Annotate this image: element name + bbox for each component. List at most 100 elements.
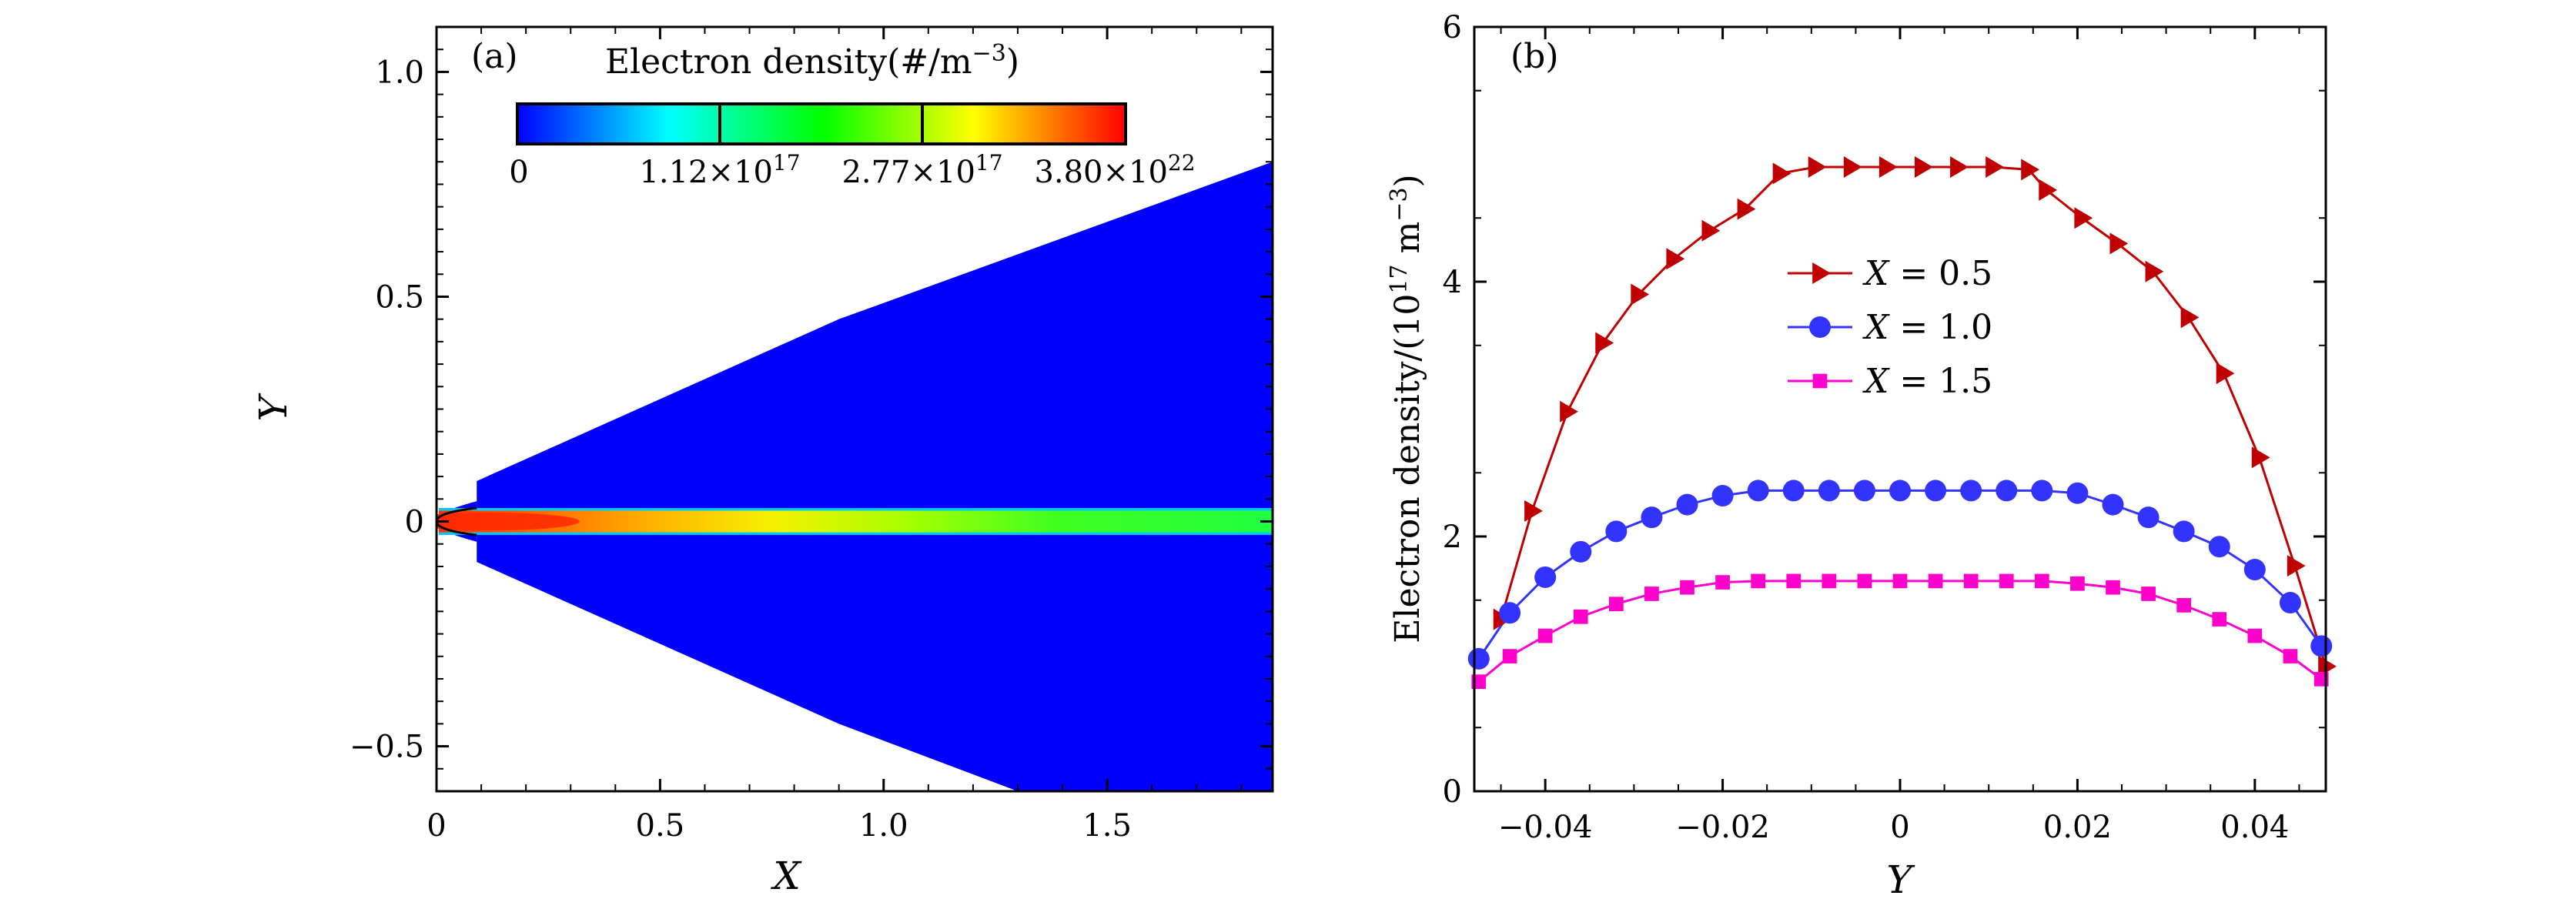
data-point bbox=[2039, 179, 2058, 201]
data-point bbox=[1680, 580, 1694, 595]
data-point bbox=[1715, 575, 1730, 590]
data-point bbox=[1843, 156, 1862, 179]
y-tick-label-a: 0.5 bbox=[375, 279, 424, 315]
data-point bbox=[1641, 506, 1663, 529]
legend-marker bbox=[1812, 262, 1831, 284]
data-point bbox=[2141, 587, 2156, 601]
data-point bbox=[1631, 283, 1650, 306]
data-point bbox=[1853, 480, 1875, 502]
legend-marker bbox=[1809, 316, 1831, 338]
x-tick-label-b: 0.02 bbox=[2043, 810, 2112, 845]
data-point bbox=[1560, 400, 1578, 423]
panel-label-a: (a) bbox=[471, 37, 518, 76]
data-point bbox=[2247, 628, 2263, 643]
axis-ticks-b: −0.04 −0.02 0 0.02 0.04 0 2 4 6 bbox=[1443, 10, 2326, 845]
data-point bbox=[2145, 260, 2164, 282]
data-point bbox=[2216, 363, 2235, 385]
x-tick-label-b: 0.04 bbox=[2220, 810, 2289, 845]
y-axis-label-b: Electron density/(1017 m−3) bbox=[1386, 174, 1427, 643]
y-tick-label-b: 0 bbox=[1443, 774, 1462, 810]
x-axis-label-b: Y bbox=[1886, 857, 1915, 902]
data-point bbox=[1502, 649, 1517, 663]
data-point bbox=[1747, 480, 1769, 502]
y-tick-label-a: 1.0 bbox=[375, 55, 424, 90]
data-point bbox=[2310, 635, 2333, 657]
colorbar-tick-label: 0 bbox=[509, 155, 528, 190]
data-point bbox=[2109, 232, 2129, 255]
panel-label-b: (b) bbox=[1510, 37, 1559, 76]
data-point bbox=[1666, 248, 1685, 270]
x-tick-label-b: −0.04 bbox=[1498, 810, 1593, 845]
data-point bbox=[1499, 602, 1521, 624]
data-point bbox=[1644, 587, 1659, 601]
y-axis-label-a: Y bbox=[251, 393, 296, 422]
data-point bbox=[1737, 198, 1756, 220]
data-point bbox=[1878, 156, 1898, 179]
data-point bbox=[2208, 536, 2230, 558]
colorbar-gradient bbox=[516, 102, 1127, 145]
data-point bbox=[1608, 597, 1624, 612]
data-point bbox=[2074, 207, 2093, 229]
data-point bbox=[2106, 580, 2120, 595]
data-point bbox=[1701, 219, 1721, 242]
data-point bbox=[2287, 555, 2306, 577]
panel-b: −0.04 −0.02 0 0.02 0.04 0 2 4 6 (b) Y Electron d… bbox=[1386, 10, 2337, 902]
data-point bbox=[1915, 156, 1933, 179]
data-point bbox=[1595, 332, 1614, 354]
colorbar-tick-label: 3.80×1022 bbox=[1034, 150, 1195, 190]
data-point bbox=[2137, 506, 2159, 529]
data-point bbox=[2066, 482, 2089, 504]
data-point bbox=[1467, 647, 1490, 670]
data-point bbox=[1928, 573, 1943, 589]
data-point bbox=[1534, 566, 1557, 588]
data-point bbox=[1986, 156, 2004, 179]
data-point bbox=[1676, 493, 1698, 516]
y-tick-label-a: −0.5 bbox=[350, 730, 424, 765]
data-point bbox=[1857, 573, 1872, 589]
data-point bbox=[2031, 480, 2053, 502]
panel-a: 0 0.5 1.0 1.5 −0.5 0 0.5 1.0 (a) X Y Electron d… bbox=[251, 25, 1274, 898]
data-point bbox=[2243, 559, 2266, 581]
data-point bbox=[1889, 480, 1911, 502]
y-tick-label-b: 6 bbox=[1443, 10, 1462, 45]
data-point bbox=[2176, 598, 2192, 613]
data-point bbox=[1822, 573, 1837, 589]
data-point bbox=[1996, 480, 2018, 502]
legend-marker bbox=[1812, 373, 1828, 389]
data-point bbox=[1537, 628, 1553, 643]
data-point bbox=[1963, 573, 1979, 589]
data-point bbox=[2021, 159, 2040, 181]
x-tick-label-a: 1.0 bbox=[859, 808, 908, 844]
density-field bbox=[437, 162, 1273, 791]
body-outline bbox=[437, 506, 477, 536]
data-point bbox=[1570, 540, 1592, 563]
legend-label: X = 0.5 bbox=[1862, 254, 1992, 293]
hot-core bbox=[437, 512, 580, 531]
colorbar-tick-label: 1.12×1017 bbox=[639, 150, 800, 190]
data-point bbox=[1782, 480, 1805, 502]
y-tick-label-b: 2 bbox=[1443, 520, 1462, 555]
data-point bbox=[2283, 649, 2298, 663]
data-point bbox=[1818, 480, 1840, 502]
x-tick-label-a: 0.5 bbox=[636, 808, 685, 844]
data-point bbox=[1950, 156, 1969, 179]
data-point bbox=[2279, 592, 2301, 614]
data-point bbox=[1808, 156, 1827, 179]
data-point bbox=[1892, 573, 1908, 589]
x-axis-label-a: X bbox=[770, 854, 802, 898]
y-tick-label-a: 0 bbox=[405, 505, 424, 540]
data-point bbox=[1573, 609, 1588, 624]
data-point bbox=[1786, 573, 1802, 589]
colorbar-tick-label: 2.77×1017 bbox=[841, 150, 1002, 190]
data-point bbox=[1772, 162, 1791, 185]
y-tick-label-b: 4 bbox=[1443, 265, 1462, 300]
data-point bbox=[2034, 573, 2049, 589]
legend: X = 0.5 X = 1.0 X = 1.5 bbox=[1788, 254, 1992, 401]
x-tick-label-b: 0 bbox=[1890, 810, 1909, 845]
data-point bbox=[2180, 306, 2200, 329]
data-point bbox=[2173, 520, 2195, 543]
data-point bbox=[1999, 573, 2014, 589]
data-point bbox=[2212, 612, 2227, 627]
data-point bbox=[2102, 493, 2124, 516]
